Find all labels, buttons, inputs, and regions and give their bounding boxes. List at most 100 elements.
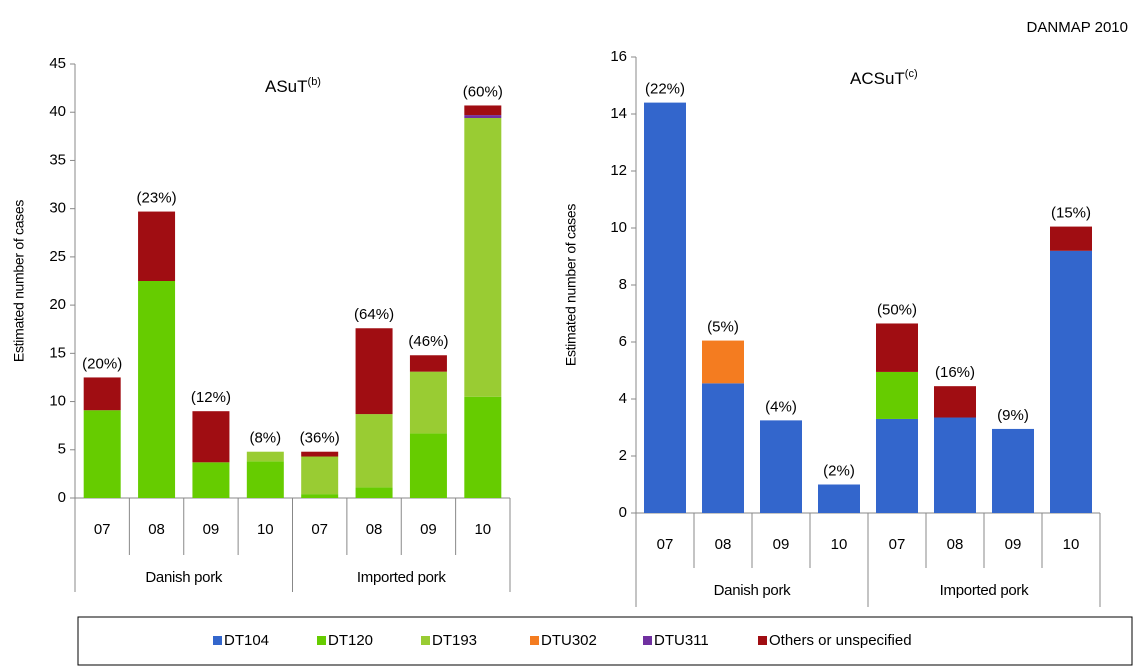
bar-segment <box>138 281 176 498</box>
x-tick-label: 07 <box>657 536 674 553</box>
group-label: Imported pork <box>357 569 446 586</box>
bar-segment <box>644 102 686 513</box>
y-tick-label: 4 <box>619 390 627 407</box>
legend-label: DTU302 <box>541 632 597 649</box>
y-tick-label: 15 <box>49 344 66 361</box>
group-label: Imported pork <box>940 582 1029 599</box>
bar-segment <box>83 410 121 498</box>
y-tick-label: 0 <box>58 489 66 506</box>
x-tick-label: 10 <box>1063 536 1080 553</box>
bar-segment <box>876 418 918 513</box>
bar-segment <box>464 115 502 119</box>
bar-top-label: (20%) <box>82 355 122 372</box>
x-tick-label: 08 <box>715 536 732 553</box>
legend-swatch <box>643 636 652 645</box>
legend-box <box>77 616 1133 666</box>
legend-label: DT104 <box>224 632 269 649</box>
y-tick-label: 25 <box>49 248 66 265</box>
bar-segment <box>83 377 121 411</box>
legend-swatch <box>530 636 539 645</box>
bar-segment <box>876 323 918 372</box>
bar-segment <box>409 433 447 498</box>
bar-segment <box>992 428 1034 513</box>
x-tick-label: 08 <box>947 536 964 553</box>
y-axis-label: Estimated number of cases <box>563 204 579 366</box>
y-tick-label: 30 <box>49 200 66 217</box>
bar-top-label: (8%) <box>249 430 281 447</box>
y-tick-label: 10 <box>610 219 627 236</box>
bar-segment <box>355 328 393 415</box>
bar-top-label: (15%) <box>1051 205 1091 222</box>
x-tick-label: 07 <box>94 521 111 538</box>
legend-swatch <box>317 636 326 645</box>
bar-top-label: (36%) <box>300 430 340 447</box>
bar-segment <box>355 487 393 498</box>
legend-swatch <box>421 636 430 645</box>
x-tick-label: 10 <box>257 521 274 538</box>
y-tick-label: 6 <box>619 333 627 350</box>
y-tick-label: 20 <box>49 296 66 313</box>
legend-label: Others or unspecified <box>769 632 912 649</box>
title-superscript: (b) <box>308 76 321 88</box>
legend-label: DTU311 <box>654 632 709 649</box>
y-tick-label: 35 <box>49 151 66 168</box>
group-label: Danish pork <box>714 582 792 599</box>
bar-segment <box>409 355 447 372</box>
bar-top-label: (60%) <box>463 83 503 100</box>
legend-swatch <box>213 636 222 645</box>
bar-segment <box>702 340 744 384</box>
title-text: ASuT <box>265 77 308 96</box>
source: DANMAP 2010 <box>1027 19 1128 36</box>
bar-segment <box>464 396 502 498</box>
bar-segment <box>876 371 918 419</box>
y-tick-label: 12 <box>610 162 627 179</box>
bar-top-label: (4%) <box>765 398 797 415</box>
bar-segment <box>409 371 447 434</box>
x-tick-label: 09 <box>1005 536 1022 553</box>
legend-swatch <box>758 636 767 645</box>
bar-top-label: (16%) <box>935 364 975 381</box>
y-axis-label: Estimated number of cases <box>11 200 27 362</box>
x-tick-label: 07 <box>311 521 328 538</box>
y-tick-label: 10 <box>49 393 66 410</box>
bar-segment <box>1050 226 1092 251</box>
legend-label: DT193 <box>432 632 477 649</box>
y-tick-label: 14 <box>610 105 627 122</box>
bar-segment <box>760 420 802 513</box>
group-label: Danish pork <box>145 569 223 586</box>
bar-top-label: (46%) <box>408 333 448 350</box>
bar-segment <box>1050 250 1092 514</box>
x-tick-label: 07 <box>889 536 906 553</box>
bar-segment <box>301 451 339 457</box>
x-tick-label: 09 <box>420 521 437 538</box>
bar-top-label: (22%) <box>645 81 685 98</box>
bar-segment <box>246 461 284 498</box>
x-tick-label: 08 <box>148 521 165 538</box>
x-tick-label: 09 <box>203 521 220 538</box>
x-tick-label: 10 <box>474 521 491 538</box>
x-tick-label: 08 <box>366 521 383 538</box>
bar-top-label: (12%) <box>191 389 231 406</box>
chart-title: ACSuT(c) <box>850 68 918 89</box>
bar-segment <box>464 105 502 116</box>
bar-top-label: (50%) <box>877 301 917 318</box>
bar-top-label: (5%) <box>707 319 739 336</box>
bar-top-label: (64%) <box>354 306 394 323</box>
bar-segment <box>301 494 339 498</box>
bar-segment <box>934 417 976 513</box>
chart-title: ASuT(b) <box>265 76 321 97</box>
y-tick-label: 8 <box>619 276 627 293</box>
bar-segment <box>246 451 284 462</box>
title-superscript: (c) <box>905 68 918 80</box>
bar-segment <box>464 118 502 397</box>
bar-segment <box>301 456 339 495</box>
title-text: ACSuT <box>850 69 905 88</box>
bar-segment <box>355 414 393 488</box>
bar-top-label: (9%) <box>997 407 1029 424</box>
y-tick-label: 45 <box>49 55 66 72</box>
y-tick-label: 40 <box>49 103 66 120</box>
x-tick-label: 10 <box>831 536 848 553</box>
y-tick-label: 16 <box>610 48 627 65</box>
bar-segment <box>934 386 976 418</box>
